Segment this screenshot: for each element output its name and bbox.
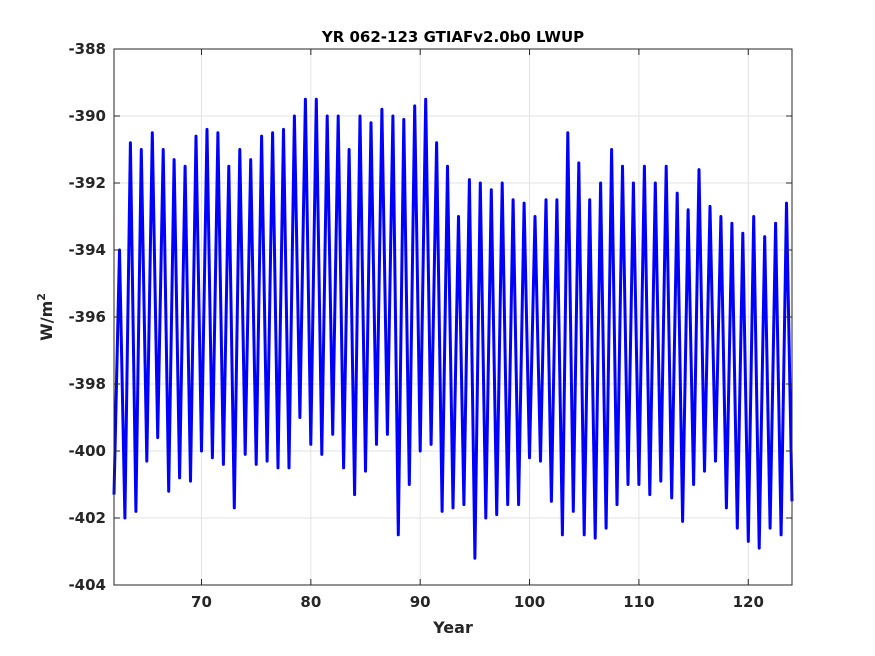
y-tick-label: -402 <box>68 509 106 527</box>
y-tick-label: -392 <box>68 174 106 192</box>
series-line <box>112 97 794 560</box>
x-tick-label: 80 <box>300 593 321 611</box>
y-tick-label: -398 <box>68 375 106 393</box>
y-axis-title-sup: 2 <box>35 293 48 301</box>
y-tick-label: -400 <box>68 442 106 460</box>
y-tick-labels: -404 -402 -400 -398 -396 -394 -392 -390 -388 <box>68 40 106 594</box>
y-tick-label: -390 <box>68 107 106 125</box>
y-tick-label: -404 <box>68 576 106 594</box>
y-tick-label: -394 <box>68 241 106 259</box>
y-axis-title: W/m2 <box>35 293 56 341</box>
chart-title: YR 062-123 GTIAFv2.0b0 LWUP <box>321 28 584 46</box>
y-tick-label: -388 <box>68 40 106 58</box>
x-tick-label: 110 <box>623 593 654 611</box>
x-tick-label: 70 <box>191 593 212 611</box>
series-group <box>112 97 794 560</box>
x-tick-label: 90 <box>410 593 431 611</box>
x-axis-title: Year <box>432 618 473 637</box>
x-tick-label: 100 <box>514 593 545 611</box>
y-axis-title-base: W/m <box>37 301 56 341</box>
y-tick-label: -396 <box>68 308 106 326</box>
x-tick-labels: 70 80 90 100 110 120 <box>191 593 764 611</box>
ticks <box>114 48 792 586</box>
x-tick-label: 120 <box>733 593 764 611</box>
